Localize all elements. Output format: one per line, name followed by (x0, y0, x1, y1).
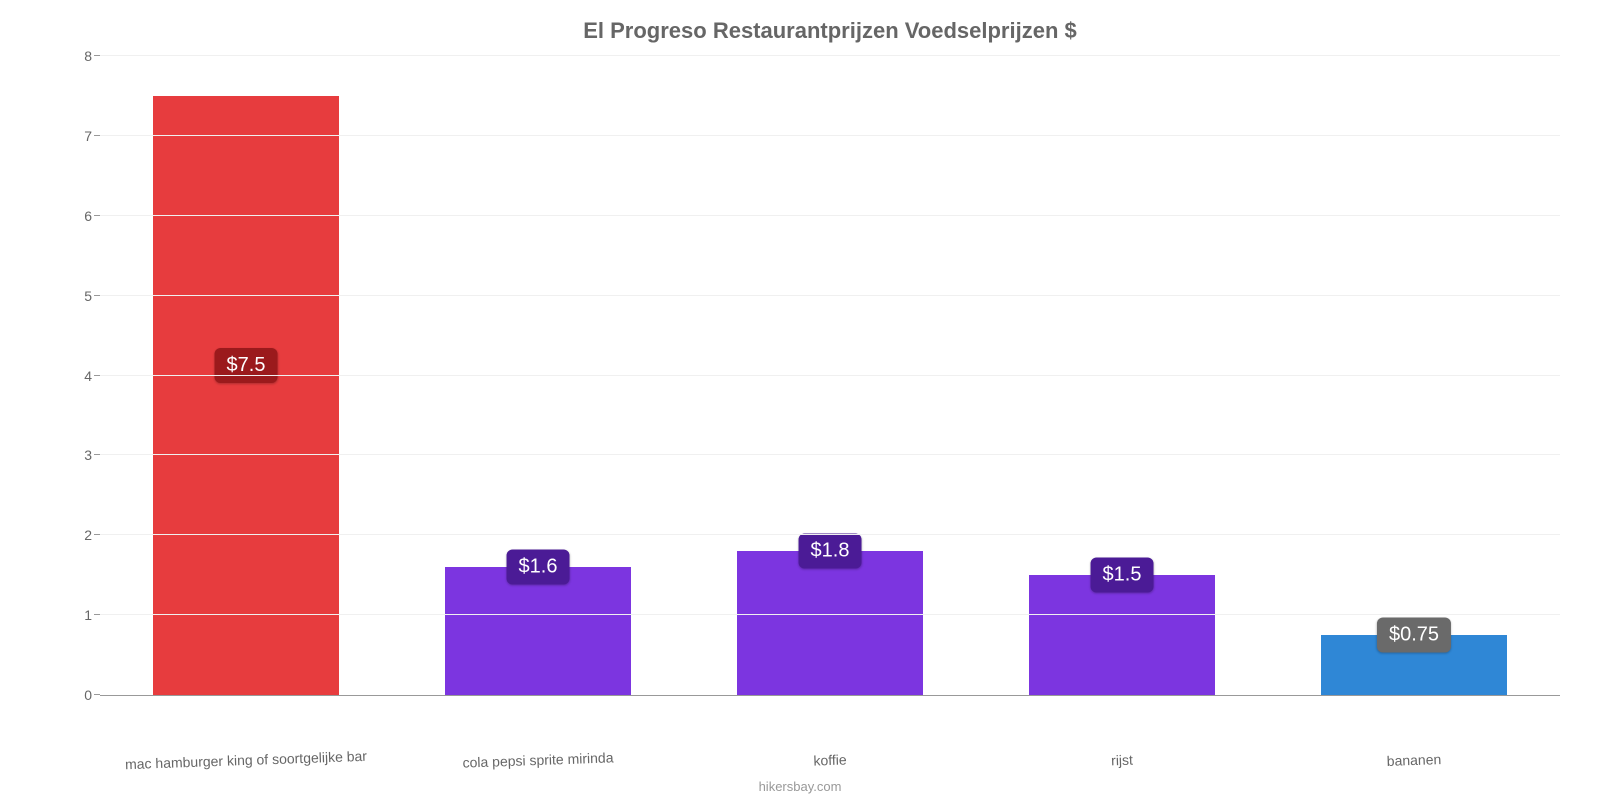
gridline (100, 375, 1560, 376)
ytick-mark (94, 375, 100, 376)
x-axis-label: bananen (1268, 747, 1560, 773)
attribution-text: hikersbay.com (0, 779, 1600, 794)
ytick-mark (94, 295, 100, 296)
chart-title: El Progreso Restaurantprijzen Voedselpri… (100, 10, 1560, 56)
ytick-label: 0 (60, 687, 92, 703)
gridline (100, 295, 1560, 296)
bar-slot: $1.5 (976, 56, 1268, 695)
value-badge: $0.75 (1377, 618, 1451, 653)
gridline (100, 55, 1560, 56)
x-axis-label: koffie (684, 747, 976, 773)
ytick-mark (94, 694, 100, 695)
ytick-label: 3 (60, 447, 92, 463)
price-bar-chart: El Progreso Restaurantprijzen Voedselpri… (0, 0, 1600, 800)
ytick-mark (94, 534, 100, 535)
bar: $1.8 (737, 551, 924, 695)
ytick-mark (94, 55, 100, 56)
gridline (100, 534, 1560, 535)
ytick-label: 6 (60, 208, 92, 224)
value-badge: $1.5 (1091, 558, 1154, 593)
ytick-label: 1 (60, 607, 92, 623)
bar-slot: $0.75 (1268, 56, 1560, 695)
bar-slot: $7.5 (100, 56, 392, 695)
bar: $0.75 (1321, 635, 1508, 695)
bar: $1.5 (1029, 575, 1216, 695)
x-axis-label: mac hamburger king of soortgelijke bar (100, 747, 392, 773)
ytick-mark (94, 135, 100, 136)
ytick-mark (94, 454, 100, 455)
plot-area: $7.5$1.6$1.8$1.5$0.75 012345678 (100, 56, 1560, 696)
gridline (100, 135, 1560, 136)
value-badge: $7.5 (215, 348, 278, 383)
value-badge: $1.8 (799, 534, 862, 569)
gridline (100, 215, 1560, 216)
ytick-mark (94, 215, 100, 216)
ytick-label: 5 (60, 288, 92, 304)
ytick-mark (94, 614, 100, 615)
ytick-label: 4 (60, 368, 92, 384)
bar-slot: $1.8 (684, 56, 976, 695)
bar: $7.5 (153, 96, 340, 695)
bar-slot: $1.6 (392, 56, 684, 695)
gridline (100, 454, 1560, 455)
ytick-label: 7 (60, 128, 92, 144)
gridline (100, 614, 1560, 615)
value-badge: $1.6 (507, 550, 570, 585)
x-axis-labels: mac hamburger king of soortgelijke barco… (100, 752, 1560, 768)
bar: $1.6 (445, 567, 632, 695)
ytick-label: 2 (60, 527, 92, 543)
x-axis-label: rijst (976, 747, 1268, 773)
x-axis-label: cola pepsi sprite mirinda (392, 747, 684, 773)
bars-container: $7.5 $1.6 $1.8 $1.5 $0.75 (100, 56, 1560, 695)
ytick-label: 8 (60, 48, 92, 64)
